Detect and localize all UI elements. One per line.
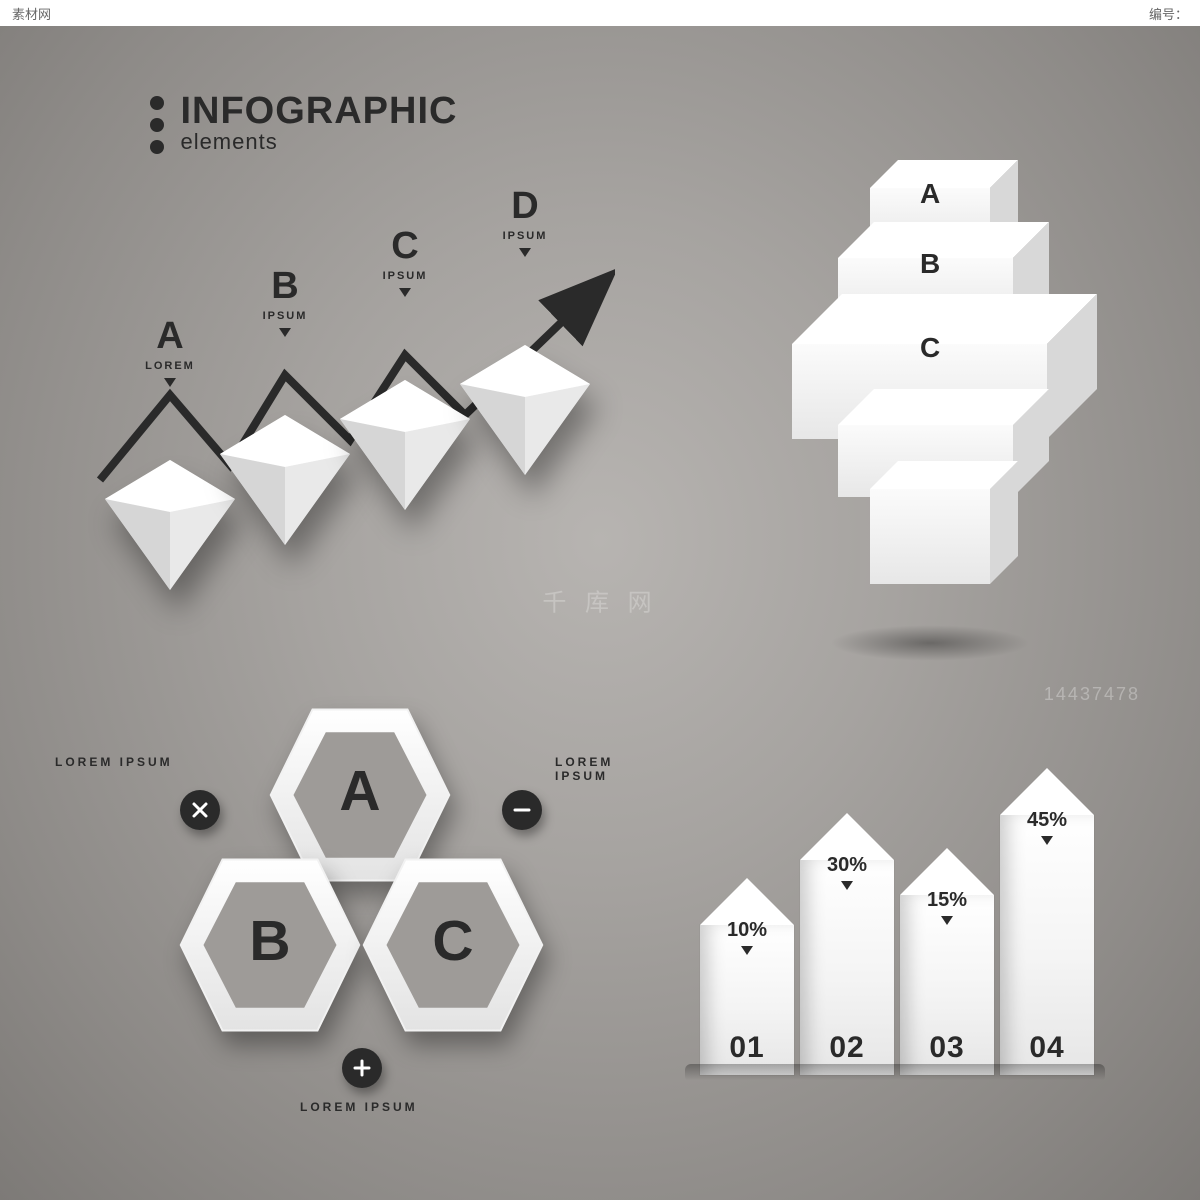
stack-box [870, 461, 1018, 584]
bar-percent: 30% [800, 854, 894, 890]
page-title-block: INFOGRAPHIC elements [150, 90, 457, 162]
hex-caption: LOREM IPSUM [555, 755, 620, 783]
box-letter: B [920, 248, 940, 280]
diamond-marker [340, 380, 470, 510]
down-triangle-icon [399, 288, 411, 297]
stacked-boxes-chart: A B C [720, 150, 1120, 650]
svg-text:C: C [432, 909, 473, 973]
hexagon-tile: B [175, 850, 365, 1040]
diamond-sublabel: IPSUM [240, 310, 330, 322]
down-triangle-icon [519, 248, 531, 257]
diamond-letter: D [480, 185, 570, 228]
down-triangle-icon [841, 881, 853, 890]
diamond-sublabel: LOREM [125, 360, 215, 372]
down-triangle-icon [741, 946, 753, 955]
arrow-bar: 15% 03 [900, 895, 994, 1075]
watermark-center: 千 库 网 [542, 583, 657, 618]
diamond-marker [460, 345, 590, 475]
strip-left: 素材网 [12, 4, 51, 23]
watermark-id: 14437478 [1044, 684, 1140, 705]
down-triangle-icon [941, 916, 953, 925]
bar-slot-shadow [685, 1064, 1105, 1082]
top-info-strip: 素材网 编号： [0, 0, 1200, 26]
diamond-marker [220, 415, 350, 545]
diamond-zigzag-chart: A LOREM B IPSUM C IPSUM D IPSUM [95, 200, 615, 630]
box-letter: A [920, 178, 940, 210]
box-letter: C [920, 332, 940, 364]
diamond-letter: A [125, 315, 215, 358]
diamond-sublabel: IPSUM [360, 270, 450, 282]
arrow-bar: 45% 04 [1000, 815, 1094, 1075]
hex-caption: LOREM IPSUM [300, 1100, 418, 1114]
diamond-label: C IPSUM [360, 225, 450, 297]
down-triangle-icon [279, 328, 291, 337]
bar-number: 04 [1000, 1031, 1094, 1065]
boxes-shadow [830, 625, 1030, 661]
down-triangle-icon [1041, 836, 1053, 845]
hex-caption: LOREM IPSUM [55, 755, 173, 769]
bar-percent: 45% [1000, 809, 1094, 845]
diamond-letter: B [240, 265, 330, 308]
svg-text:B: B [249, 909, 290, 973]
strip-right-label: 编号： [1149, 4, 1188, 23]
arrow-bar: 30% 02 [800, 860, 894, 1075]
arrow-bar: 10% 01 [700, 925, 794, 1075]
down-triangle-icon [164, 378, 176, 387]
x-icon [180, 790, 220, 830]
arrow-bar-chart: 10% 01 30% 02 15% 03 45% 04 [685, 700, 1115, 1130]
plus-icon [342, 1048, 382, 1088]
bar-percent: 15% [900, 889, 994, 925]
svg-text:A: A [339, 759, 380, 823]
minus-icon [502, 790, 542, 830]
bar-number: 01 [700, 1031, 794, 1065]
bar-percent: 10% [700, 919, 794, 955]
bar-number: 03 [900, 1031, 994, 1065]
diamond-letter: C [360, 225, 450, 268]
diamond-sublabel: IPSUM [480, 230, 570, 242]
hexagon-tile: C [358, 850, 548, 1040]
diamond-label: D IPSUM [480, 185, 570, 257]
diamond-marker [105, 460, 235, 590]
diamond-label: B IPSUM [240, 265, 330, 337]
diamond-label: A LOREM [125, 315, 215, 387]
title-main: INFOGRAPHIC [180, 90, 457, 133]
title-bullet-icons [150, 96, 164, 162]
bar-number: 02 [800, 1031, 894, 1065]
hexagon-cluster-chart: A B C LOREM IPSUMLOREM IPSUMLOREM IPSUM [100, 700, 620, 1140]
